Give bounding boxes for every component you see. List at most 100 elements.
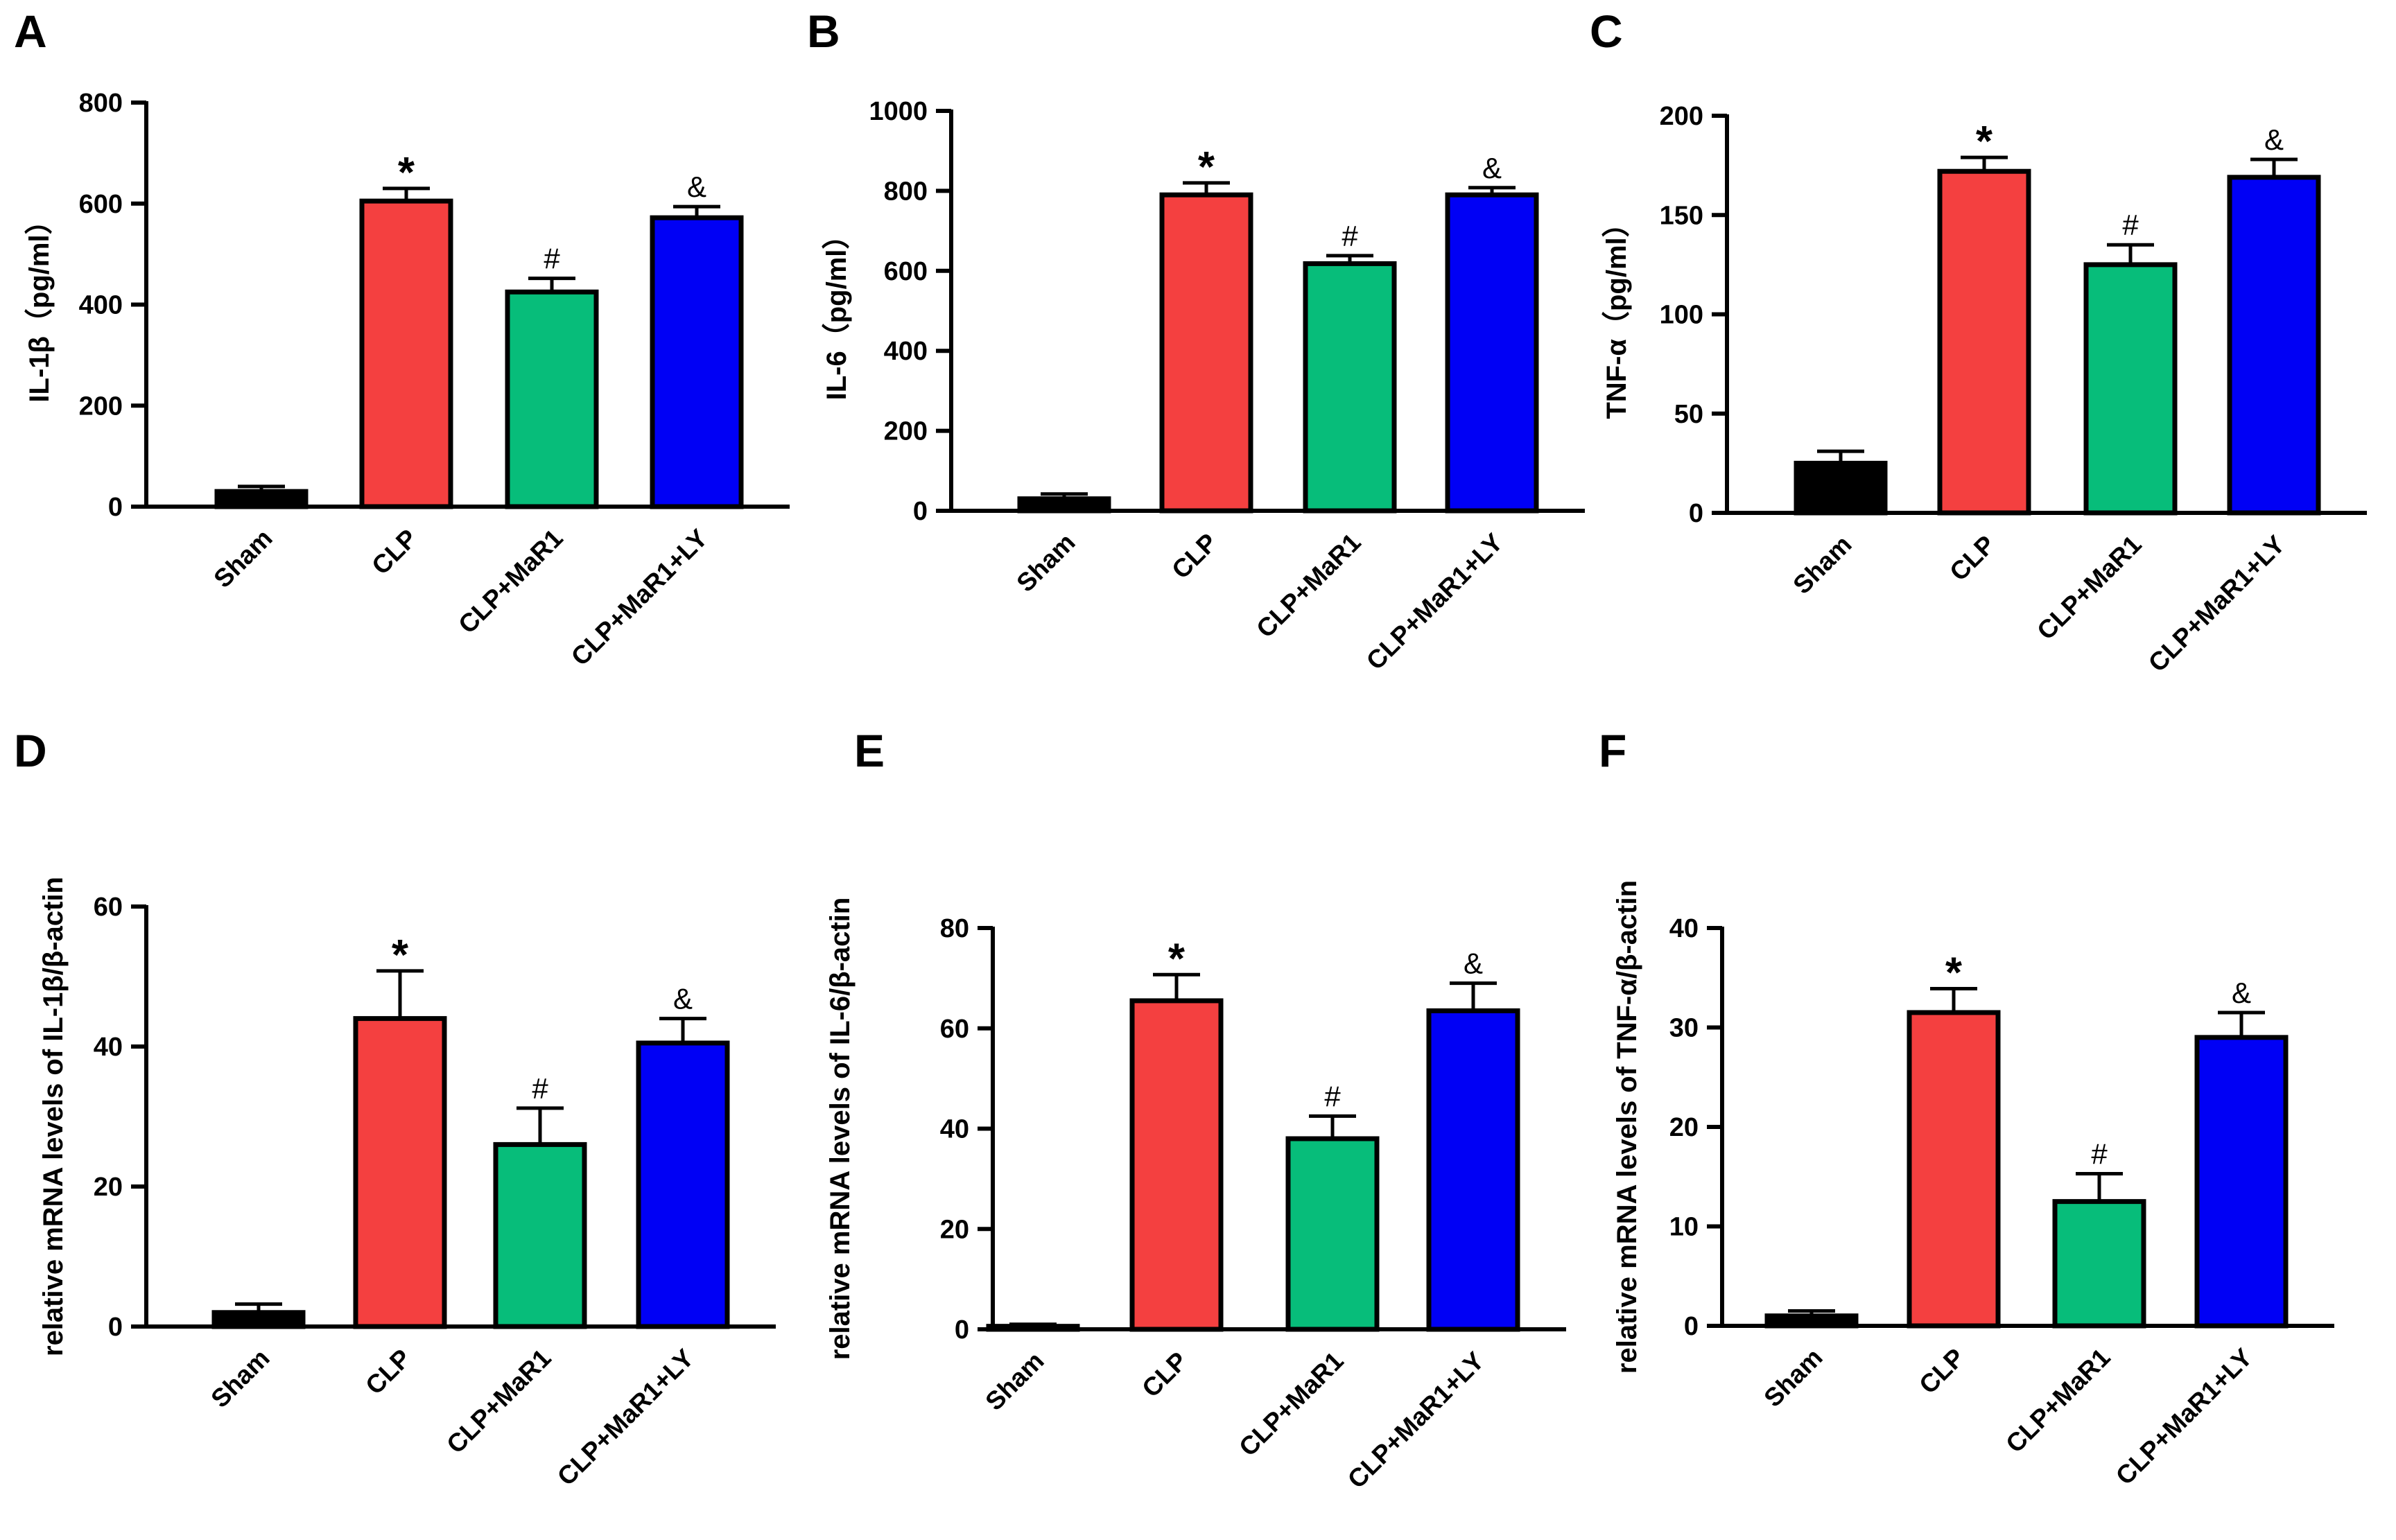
x-tick-label: CLP+MaR1	[453, 524, 568, 639]
significance-mark: &	[687, 170, 706, 203]
y-tick-label: 20	[940, 1215, 969, 1244]
x-tick-label: CLP+MaR1	[2000, 1343, 2115, 1458]
bar-clp-mar1	[2052, 1199, 2146, 1329]
panel-a: A 0 200 400 600 800 IL-1β（pg/ml） Sham * CLP # CLP+M…	[14, 6, 790, 671]
bar-clp-mar1-ly	[650, 215, 744, 509]
y-tick-label: 20	[94, 1173, 123, 1202]
bar-clp	[1907, 1010, 2001, 1329]
x-tick-label: CLP	[1913, 1343, 1970, 1399]
significance-mark: *	[1198, 143, 1215, 191]
x-tick-label: CLP+MaR1+LY	[2143, 530, 2291, 677]
y-tick-label: 200	[1660, 102, 1703, 131]
x-tick-label: Sham	[1758, 1343, 1828, 1412]
y-axis-title: IL-6（pg/ml）	[822, 222, 852, 401]
x-tick-label: CLP+MaR1	[2031, 530, 2146, 645]
y-tick-label: 50	[1674, 400, 1703, 429]
y-axis-title: relative mRNA levels of IL-6/β-actin	[825, 898, 856, 1360]
x-tick-label: Sham	[980, 1347, 1049, 1416]
x-tick-label: CLP	[1136, 1347, 1192, 1403]
y-tick-label: 60	[94, 893, 123, 922]
x-tick-label: Sham	[205, 1344, 275, 1413]
panel-d: D 0 20 40 60 relative mRNA levels of IL-1β/β-…	[14, 725, 776, 1491]
x-tick-label: Sham	[208, 524, 277, 593]
significance-mark: #	[544, 243, 560, 275]
panel-letter: B	[807, 6, 840, 57]
y-tick-label: 100	[1660, 301, 1703, 330]
y-tick-label: 10	[1669, 1213, 1699, 1242]
y-tick-label: 200	[884, 417, 928, 446]
x-tick-label: CLP	[1166, 528, 1222, 584]
x-tick-label: Sham	[1787, 530, 1857, 600]
bar-clp	[1129, 998, 1224, 1332]
panel-letter: E	[854, 725, 885, 776]
y-tick-label: 400	[884, 337, 928, 366]
significance-mark: *	[1168, 935, 1186, 983]
panel-f: F 0 10 20 30 40 relative mRNA levels of TNF-α/…	[1599, 725, 2334, 1490]
x-tick-label: CLP+MaR1+LY	[1361, 527, 1509, 675]
bar-clp-mar1	[493, 1141, 587, 1329]
panel-letter: D	[14, 725, 47, 776]
bar-clp	[1937, 168, 2031, 516]
significance-mark: &	[673, 983, 693, 1015]
bar-clp-mar1	[1303, 261, 1397, 514]
y-tick-label: 600	[884, 257, 928, 286]
significance-mark: *	[1945, 950, 1963, 997]
significance-mark: #	[2122, 209, 2139, 241]
y-tick-label: 400	[79, 291, 123, 320]
y-tick-label: 150	[1660, 201, 1703, 230]
significance-mark: *	[398, 149, 415, 197]
bar-clp-mar1-ly	[2194, 1035, 2289, 1329]
y-tick-label: 60	[940, 1015, 969, 1044]
x-tick-label: CLP+MaR1+LY	[566, 523, 713, 671]
y-tick-label: 0	[108, 493, 123, 522]
y-tick-label: 600	[79, 190, 123, 219]
y-tick-label: 800	[884, 177, 928, 206]
y-axis-title: IL-1β（pg/ml）	[24, 207, 55, 402]
bar-sham	[211, 1310, 306, 1329]
bar-clp	[1159, 192, 1253, 514]
significance-mark: *	[1976, 118, 1993, 166]
x-tick-label: CLP+MaR1	[1233, 1347, 1348, 1462]
significance-mark: *	[392, 931, 409, 979]
panel-c: C 0 50 100 150 200 TNF-α（pg/ml） Sham * CLP # CLP+Ma…	[1590, 6, 2367, 677]
bar-sham	[1794, 460, 1888, 516]
x-tick-label: CLP+MaR1	[1251, 528, 1366, 643]
panel-letter: A	[14, 6, 47, 57]
bar-clp-mar1	[1285, 1136, 1380, 1332]
y-tick-label: 80	[940, 914, 969, 943]
significance-mark: #	[2091, 1137, 2108, 1170]
y-axis-title: relative mRNA levels of TNF-α/β-actin	[1612, 880, 1642, 1374]
y-tick-label: 40	[1669, 914, 1699, 943]
x-tick-label: CLP	[1944, 530, 2000, 586]
bar-clp-mar1-ly	[2227, 175, 2321, 516]
x-tick-label: Sham	[1011, 528, 1080, 597]
bar-clp-mar1	[2083, 262, 2178, 516]
x-tick-label: CLP	[366, 524, 422, 580]
y-axis-title: TNF-α（pg/ml）	[1601, 209, 1632, 419]
x-tick-label: CLP+MaR1+LY	[2110, 1342, 2258, 1490]
panel-letter: F	[1599, 725, 1626, 776]
bar-sham	[1764, 1313, 1859, 1329]
x-tick-label: CLP+MaR1	[441, 1344, 556, 1459]
bar-sham	[214, 489, 309, 509]
bar-sham	[1017, 496, 1111, 514]
bar-sham	[986, 1324, 1080, 1332]
y-tick-label: 800	[79, 89, 123, 118]
y-tick-label: 0	[913, 497, 928, 526]
y-tick-label: 0	[108, 1313, 123, 1342]
significance-mark: &	[2232, 977, 2251, 1009]
panel-e: E 0 20 40 60 80 relative mRNA levels of IL-6/β…	[825, 725, 1566, 1494]
bar-clp-mar1	[505, 289, 599, 509]
y-tick-label: 20	[1669, 1113, 1699, 1142]
y-tick-label: 0	[1689, 499, 1703, 528]
significance-mark: #	[1324, 1080, 1341, 1112]
significance-mark: #	[1342, 220, 1358, 252]
x-tick-label: CLP	[360, 1344, 416, 1400]
bar-clp-mar1-ly	[1445, 192, 1539, 514]
significance-mark: &	[2264, 123, 2284, 156]
y-tick-label: 200	[79, 392, 123, 421]
panel-b: B 0 200 400 600 800 1000 IL-6（pg/ml） Sham * CLP # CL…	[807, 6, 1585, 675]
y-axis-title: relative mRNA levels of IL-1β/β-actin	[38, 877, 69, 1356]
